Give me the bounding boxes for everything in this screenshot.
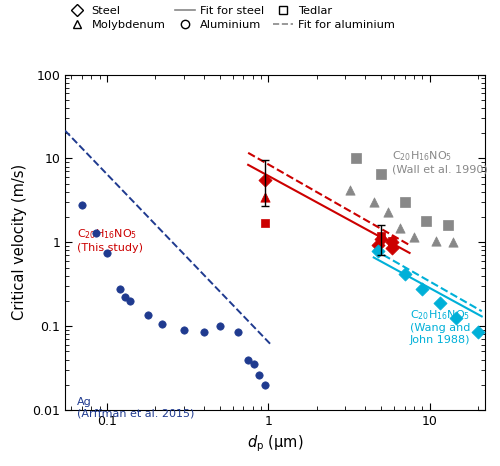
Point [144, 312, 152, 319]
Point [92, 229, 100, 236]
Point [474, 329, 482, 336]
Point [126, 297, 134, 305]
Point [78, 201, 86, 209]
Point [400, 270, 408, 278]
Legend: Steel, Molybdenum, Fit for steel, Aluminium, Tedlar, Fit for aluminium: Steel, Molybdenum, Fit for steel, Alumin… [66, 7, 395, 30]
Point [377, 235, 385, 243]
Point [116, 285, 124, 293]
Point [400, 199, 408, 206]
Point [260, 177, 268, 184]
Text: C$_{20}$H$_{16}$NO$_5$
(Wang and
John 1988): C$_{20}$H$_{16}$NO$_5$ (Wang and John 19… [410, 308, 470, 345]
Point [250, 361, 258, 368]
Point [260, 193, 268, 200]
Point [422, 217, 430, 225]
Point [244, 356, 252, 363]
Point [216, 322, 224, 330]
Point [388, 245, 396, 252]
Point [180, 326, 188, 334]
Point [103, 249, 111, 256]
Point [346, 186, 354, 194]
Y-axis label: Critical velocity (m/s): Critical velocity (m/s) [12, 164, 26, 321]
X-axis label: $d_\mathrm{p}$ (μm): $d_\mathrm{p}$ (μm) [246, 433, 304, 454]
Text: C$_{20}$H$_{16}$NO$_5$
(This study): C$_{20}$H$_{16}$NO$_5$ (This study) [76, 227, 142, 253]
Point [396, 224, 404, 231]
Point [352, 155, 360, 162]
Point [260, 219, 268, 227]
Point [410, 233, 418, 241]
Point [432, 237, 440, 244]
Point [256, 371, 264, 379]
Point [444, 221, 452, 229]
Point [436, 299, 444, 307]
Point [377, 171, 385, 178]
Point [384, 208, 392, 216]
Point [450, 239, 458, 246]
Point [374, 247, 382, 255]
Point [388, 239, 396, 246]
Point [122, 294, 130, 301]
Text: Ag
(Arffman et al. 2015): Ag (Arffman et al. 2015) [76, 397, 194, 418]
Point [370, 199, 378, 206]
Point [374, 242, 382, 249]
Point [200, 329, 208, 336]
Point [452, 315, 460, 322]
Point [234, 329, 242, 336]
Text: C$_{20}$H$_{16}$NO$_5$
(Wall et al. 1990): C$_{20}$H$_{16}$NO$_5$ (Wall et al. 1990… [392, 149, 488, 174]
Point [377, 232, 385, 240]
Point [158, 321, 166, 328]
Point [418, 285, 426, 293]
Point [260, 381, 268, 389]
Point [388, 237, 396, 244]
